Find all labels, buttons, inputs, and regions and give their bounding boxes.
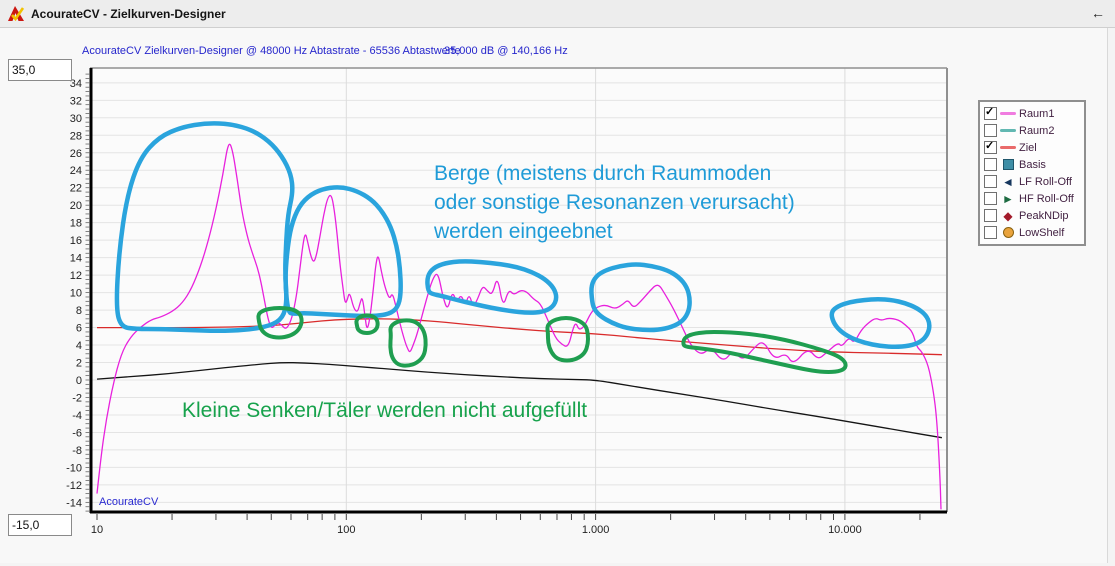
legend-label-peakndip: PeakNDip bbox=[1019, 209, 1069, 222]
lowshelf-marker-icon bbox=[997, 227, 1019, 238]
checkbox-basis[interactable] bbox=[984, 158, 997, 171]
checkmark-icon: ✓ bbox=[985, 140, 995, 152]
green-blob-1 bbox=[256, 306, 304, 340]
annotation-berge-text: Berge (meistens durch Raummoden oder son… bbox=[434, 159, 795, 246]
legend-label-hf-roll-off: HF Roll-Off bbox=[1019, 192, 1074, 205]
y-tick-label: -12 bbox=[66, 480, 82, 492]
lf-roll-off-marker-icon: ◄ bbox=[1002, 174, 1014, 189]
y-tick-label: 18 bbox=[70, 218, 82, 230]
green-blob-3 bbox=[388, 318, 428, 368]
y-tick-label: 4 bbox=[76, 340, 82, 352]
plot-background bbox=[92, 68, 946, 512]
annotation-berge-line3: werden eingeebnet bbox=[434, 220, 613, 243]
raum2-marker-icon bbox=[997, 129, 1019, 132]
annotation-berge-line1: Berge (meistens durch Raummoden bbox=[434, 162, 772, 185]
legend-item-raum1: ✓ Raum1 bbox=[984, 105, 1084, 122]
y-max-input[interactable] bbox=[8, 59, 72, 81]
y-tick-label: 0 bbox=[76, 375, 82, 387]
x-tick-label: 10.000 bbox=[828, 524, 862, 536]
green-blob-2 bbox=[354, 313, 380, 335]
legend-label-ziel: Ziel bbox=[1019, 141, 1037, 154]
y-tick-label: 2 bbox=[76, 358, 82, 370]
green-blob-5 bbox=[681, 330, 848, 374]
blue-blob-4 bbox=[589, 262, 692, 333]
titlebar: AcourateCV - Zielkurven-Designer ← bbox=[0, 0, 1115, 28]
y-tick-label: 28 bbox=[70, 130, 82, 142]
checkmark-icon: ✓ bbox=[985, 106, 995, 118]
basis-marker-icon bbox=[997, 159, 1019, 170]
hf-roll-off-marker-icon: ► bbox=[1002, 191, 1014, 206]
chart-heading: AcourateCV Zielkurven-Designer @ 48000 H… bbox=[82, 45, 461, 57]
y-tick-label: -4 bbox=[72, 410, 82, 422]
y-tick-label: 8 bbox=[76, 305, 82, 317]
y-tick-label: 12 bbox=[70, 270, 82, 282]
ziel-marker-icon bbox=[997, 146, 1019, 149]
checkbox-ziel[interactable]: ✓ bbox=[984, 140, 997, 154]
legend-item-lf-roll-off: ◄ LF Roll-Off bbox=[984, 173, 1084, 190]
y-tick-label: 24 bbox=[70, 165, 82, 177]
legend-item-basis: Basis bbox=[984, 156, 1084, 173]
back-arrow-icon[interactable]: ← bbox=[1091, 5, 1105, 21]
y-tick-label: 34 bbox=[70, 78, 82, 90]
annotation-senken-text: Kleine Senken/Täler werden nicht aufgefü… bbox=[182, 399, 588, 422]
checkbox-lowshelf[interactable] bbox=[984, 226, 997, 239]
blue-blob-3 bbox=[425, 259, 559, 315]
y-tick-label: 30 bbox=[70, 113, 82, 125]
checkbox-raum2[interactable] bbox=[984, 124, 997, 137]
watermark: AcourateCV bbox=[99, 496, 159, 508]
y-tick-label: -14 bbox=[66, 497, 82, 509]
legend-item-lowshelf: LowShelf bbox=[984, 224, 1084, 241]
peakndip-marker-icon: ◆ bbox=[1003, 208, 1013, 223]
y-tick-label: -2 bbox=[72, 392, 82, 404]
legend-label-lowshelf: LowShelf bbox=[1019, 226, 1065, 239]
x-tick-label: 10 bbox=[91, 524, 103, 536]
curve-basis bbox=[96, 362, 943, 439]
y-min-input[interactable] bbox=[8, 514, 72, 536]
legend-item-peakndip: ◆ PeakNDip bbox=[984, 207, 1084, 224]
blue-blob-1 bbox=[114, 121, 295, 333]
y-tick-label: 16 bbox=[70, 235, 82, 247]
x-tick-label: 1.000 bbox=[582, 524, 610, 536]
checkbox-peakndip[interactable] bbox=[984, 209, 997, 222]
acourate-logo-icon bbox=[8, 5, 25, 22]
checkbox-hf-roll-off[interactable] bbox=[984, 192, 997, 205]
curve-ziel bbox=[97, 318, 942, 356]
y-tick-label: 14 bbox=[70, 253, 82, 265]
green-blob-4 bbox=[545, 316, 590, 363]
y-tick-label: -10 bbox=[66, 462, 82, 474]
y-tick-label: 20 bbox=[70, 200, 82, 212]
legend-item-raum2: Raum2 bbox=[984, 122, 1084, 139]
cursor-readout: 35,000 dB @ 140,166 Hz bbox=[444, 45, 568, 57]
legend-box: ✓ Raum1 Raum2 ✓ Ziel Basis ◄ LF Roll-Off ► HF Rol… bbox=[978, 100, 1086, 246]
window-title: AcourateCV - Zielkurven-Designer bbox=[31, 6, 226, 21]
y-tick-label: -6 bbox=[72, 427, 82, 439]
checkbox-raum1[interactable]: ✓ bbox=[984, 106, 997, 120]
y-tick-label: -8 bbox=[72, 445, 82, 457]
raum1-marker-icon bbox=[997, 112, 1019, 115]
legend-label-raum2: Raum2 bbox=[1019, 124, 1055, 137]
y-tick-label: 10 bbox=[70, 288, 82, 300]
legend-label-basis: Basis bbox=[1019, 158, 1046, 171]
checkbox-lf-roll-off[interactable] bbox=[984, 175, 997, 188]
blue-blob-2 bbox=[283, 185, 403, 319]
legend-label-raum1: Raum1 bbox=[1019, 107, 1055, 120]
annotation-berge-line2: oder sonstige Resonanzen verursacht) bbox=[434, 191, 795, 214]
y-tick-label: 26 bbox=[70, 148, 82, 160]
y-tick-label: 32 bbox=[70, 95, 82, 107]
legend-item-hf-roll-off: ► HF Roll-Off bbox=[984, 190, 1084, 207]
y-tick-label: 6 bbox=[76, 323, 82, 335]
y-tick-label: 22 bbox=[70, 183, 82, 195]
x-tick-label: 100 bbox=[337, 524, 355, 536]
legend-item-ziel: ✓ Ziel bbox=[984, 139, 1084, 156]
legend-label-lf-roll-off: LF Roll-Off bbox=[1019, 175, 1072, 188]
blue-blob-5 bbox=[829, 297, 932, 349]
